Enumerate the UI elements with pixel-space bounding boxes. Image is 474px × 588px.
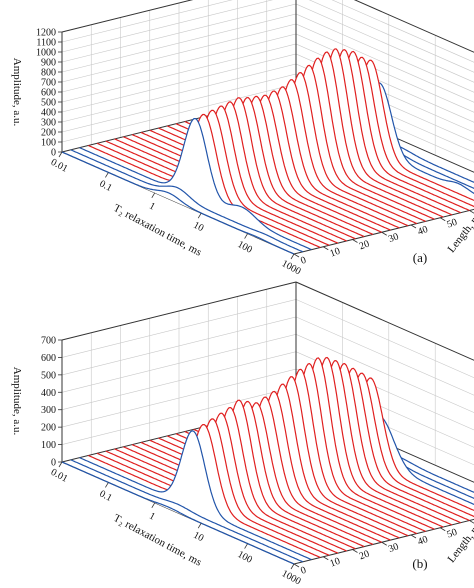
x-tick xyxy=(105,172,109,178)
trace-length-0 xyxy=(61,151,295,255)
z-tick-label: 100 xyxy=(41,138,56,149)
axis-edge xyxy=(295,281,474,361)
panel-a: 0100200300400500600700800900100011001200… xyxy=(11,0,474,277)
z-gridline xyxy=(61,0,474,73)
z-tick-label: 0 xyxy=(51,148,56,159)
x-tick-label: 100 xyxy=(236,549,254,566)
z-tick-label: 300 xyxy=(41,118,56,129)
y-tick xyxy=(352,549,358,553)
x-tick xyxy=(197,212,202,219)
y-tick-label: 30 xyxy=(387,541,400,555)
y-tick xyxy=(381,231,387,236)
y-tick-label: 40 xyxy=(416,224,429,238)
x-tick xyxy=(151,502,156,509)
x-tick-label: 0.01 xyxy=(49,157,70,175)
x-axis-title: T₂ relaxation time, ms xyxy=(111,202,203,259)
y-tick-label: 20 xyxy=(358,549,371,563)
y-tick xyxy=(323,246,329,251)
y-tick-label: 20 xyxy=(358,239,371,253)
z-tick-label: 800 xyxy=(41,68,56,79)
z-gridline xyxy=(61,0,474,63)
x-tick-label: 100 xyxy=(236,239,254,256)
panel-label: (b) xyxy=(412,556,427,571)
trace-length-6 xyxy=(79,430,312,561)
z-gridline xyxy=(61,299,474,378)
y-tick-label: 50 xyxy=(446,527,459,541)
z-tick-label: 500 xyxy=(41,370,56,381)
y-tick-label: 50 xyxy=(446,217,459,231)
y-tick xyxy=(440,217,446,222)
z-tick-label: 600 xyxy=(41,353,56,364)
z-axis-title: Amplitude, a.u. xyxy=(11,58,23,127)
x-tick-label: 1000 xyxy=(280,258,303,277)
y-tick-label: 10 xyxy=(329,556,342,570)
trace-length-0 xyxy=(61,461,295,565)
z-tick-label: 500 xyxy=(41,98,56,109)
trace-length-6 xyxy=(79,117,312,251)
z-tick-label: 200 xyxy=(41,128,56,139)
x-tick-label: 0.1 xyxy=(97,488,113,504)
x-axis-title: T₂ relaxation time, ms xyxy=(111,512,203,569)
axis-edge xyxy=(353,0,474,53)
z-tick-label: 0 xyxy=(51,458,56,469)
y-tick xyxy=(323,556,329,561)
x-tick xyxy=(58,461,63,468)
y-tick xyxy=(352,239,358,243)
z-tick-label: 600 xyxy=(41,88,56,99)
x-tick xyxy=(290,253,295,260)
y-tick-label: 40 xyxy=(416,534,429,548)
z-gridline xyxy=(61,0,474,53)
panel-b: 01002003004005006007000.010.111010010000… xyxy=(11,281,474,587)
z-tick-label: 100 xyxy=(41,440,56,451)
x-tick-label: 10 xyxy=(191,530,205,544)
x-tick-label: 0.1 xyxy=(97,178,113,194)
trace-length-3 xyxy=(70,459,304,563)
x-tick-label: 0.01 xyxy=(49,467,70,485)
y-tick-label: 30 xyxy=(387,231,400,245)
x-tick xyxy=(151,192,156,199)
x-tick xyxy=(197,522,202,529)
z-tick-label: 200 xyxy=(41,423,56,434)
y-tick xyxy=(293,253,300,258)
x-tick-label: 10 xyxy=(191,220,205,234)
y-tick xyxy=(381,541,387,546)
x-tick xyxy=(58,151,63,158)
z-axis-title: Amplitude, a.u. xyxy=(11,367,23,436)
trace-length-3 xyxy=(70,149,304,253)
y-tick xyxy=(410,534,417,539)
z-tick-label: 900 xyxy=(41,58,56,69)
x-tick xyxy=(244,233,248,239)
z-tick-label: 1200 xyxy=(36,28,56,39)
z-tick-label: 300 xyxy=(41,405,56,416)
y-tick xyxy=(293,563,300,568)
x-tick xyxy=(244,543,248,549)
x-tick xyxy=(290,563,295,570)
x-tick xyxy=(105,482,109,488)
y-tick-label: 0 xyxy=(299,255,307,267)
z-tick-label: 1100 xyxy=(36,38,56,49)
axis-edge xyxy=(61,281,297,341)
x-tick-label: 1 xyxy=(147,511,157,523)
z-tick-label: 700 xyxy=(41,78,56,89)
z-tick-label: 700 xyxy=(41,336,56,347)
z-tick-label: 400 xyxy=(41,108,56,119)
y-tick-label: 0 xyxy=(299,565,307,577)
z-tick-label: 400 xyxy=(41,388,56,399)
x-tick-label: 1 xyxy=(147,201,157,213)
z-tick-label: 1000 xyxy=(36,48,56,59)
y-tick xyxy=(410,224,417,229)
axis-edge xyxy=(61,0,194,33)
y-tick-label: 10 xyxy=(329,246,342,260)
panel-label: (a) xyxy=(413,250,427,265)
x-tick-label: 1000 xyxy=(280,568,303,587)
y-tick xyxy=(440,527,446,532)
